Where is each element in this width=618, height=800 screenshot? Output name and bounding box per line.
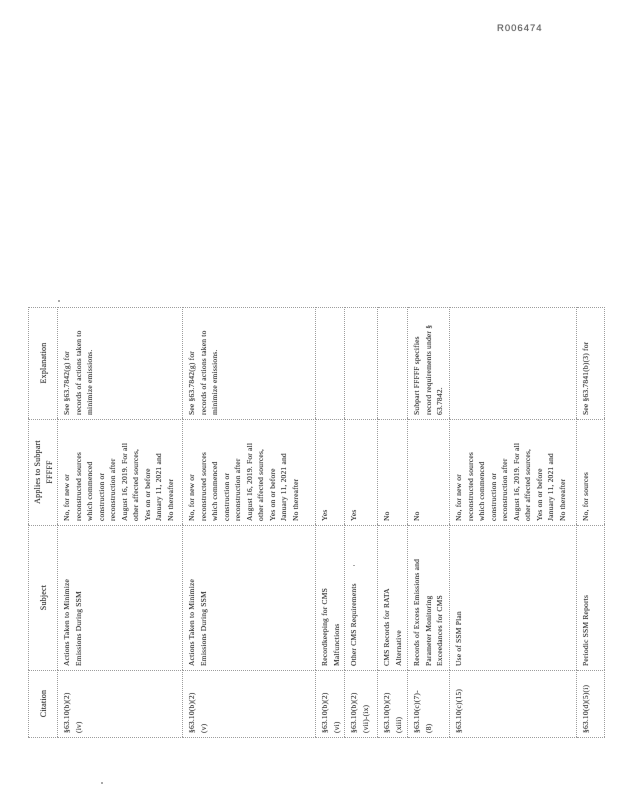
cell-subject: Recordkeeping for CMS Malfunctions	[315, 525, 345, 671]
rotated-table-container: Citation Subject Applies to Subpart FFFF…	[28, 307, 605, 738]
col-header-applies-to-subpart: Applies to Subpart FFFFF	[28, 419, 58, 526]
scan-speck	[353, 565, 355, 566]
cell-citation: §63.10(c)(15)	[449, 670, 577, 738]
cell-subject: Other CMS Requirements	[344, 525, 378, 671]
cell-applies: Yes	[315, 419, 345, 526]
col-header-subject: Subject	[28, 525, 58, 671]
table-row: §63.10(b)(2) (xiii) CMS Records for RATA…	[377, 307, 408, 738]
scan-speck	[101, 782, 103, 784]
table-row: §63.10(c)(7)- (8) Records of Excess Emis…	[407, 307, 450, 738]
cell-applies: No	[377, 419, 408, 526]
cell-explanation	[344, 307, 378, 420]
cell-subject: Records of Excess Emissions and Paramete…	[407, 525, 450, 671]
cell-subject: Actions Taken to Minimize Emissions Duri…	[57, 525, 183, 671]
table-row: §63.10(d)(5)(i) Periodic SSM Reports No,…	[576, 307, 605, 738]
table-row: §63.10(b)(2) (vii)-(ix) Other CMS Requir…	[344, 307, 378, 738]
cell-subject: CMS Records for RATA Alternative	[377, 525, 408, 671]
cell-applies: No, for new or reconstructed sources whi…	[449, 419, 577, 526]
bates-number: R006474	[497, 23, 543, 34]
cell-subject: Actions Taken to Minimize Emissions Duri…	[182, 525, 316, 671]
cell-citation: §63.10(d)(5)(i)	[576, 670, 605, 738]
cell-applies: No, for new or reconstructed sources whi…	[182, 419, 316, 526]
col-header-explanation: Explanation	[28, 307, 58, 420]
cell-explanation: See §63.7842(g) for records of actions t…	[57, 307, 183, 420]
cell-citation: §63.10(b)(2) (iv)	[57, 670, 183, 738]
cell-applies: No, for new or reconstructed sources whi…	[57, 419, 183, 526]
cell-explanation	[315, 307, 345, 420]
table-header-row: Citation Subject Applies to Subpart FFFF…	[28, 307, 58, 738]
table-row: §63.10(c)(15) Use of SSM Plan No, for ne…	[449, 307, 577, 738]
general-provisions-applicability-table: Citation Subject Applies to Subpart FFFF…	[28, 307, 605, 738]
cell-citation: §63.10(b)(2) (xiii)	[377, 670, 408, 738]
cell-citation: §63.10(b)(2) (vi)	[315, 670, 345, 738]
cell-explanation	[377, 307, 408, 420]
cell-explanation: Subpart FFFFF specifies record requireme…	[407, 307, 450, 420]
cell-subject: Periodic SSM Reports	[576, 525, 605, 671]
cell-applies: No	[407, 419, 450, 526]
cell-citation: §63.10(b)(2) (v)	[182, 670, 316, 738]
cell-explanation: See §63.7841(b)(3) for	[576, 307, 605, 420]
cell-subject: Use of SSM Plan	[449, 525, 577, 671]
table-row: §63.10(b)(2) (vi) Recordkeeping for CMS …	[315, 307, 345, 738]
cell-explanation: See §63.7842(g) for records of actions t…	[182, 307, 316, 420]
cell-applies: Yes	[344, 419, 378, 526]
table-row: §63.10(b)(2) (iv) Actions Taken to Minim…	[57, 307, 183, 738]
cell-explanation	[449, 307, 577, 420]
table-row: §63.10(b)(2) (v) Actions Taken to Minimi…	[182, 307, 316, 738]
scan-speck	[58, 300, 60, 302]
cell-citation: §63.10(b)(2) (vii)-(ix)	[344, 670, 378, 738]
cell-applies: No, for sources	[576, 419, 605, 526]
col-header-citation: Citation	[28, 670, 58, 738]
cell-citation: §63.10(c)(7)- (8)	[407, 670, 450, 738]
